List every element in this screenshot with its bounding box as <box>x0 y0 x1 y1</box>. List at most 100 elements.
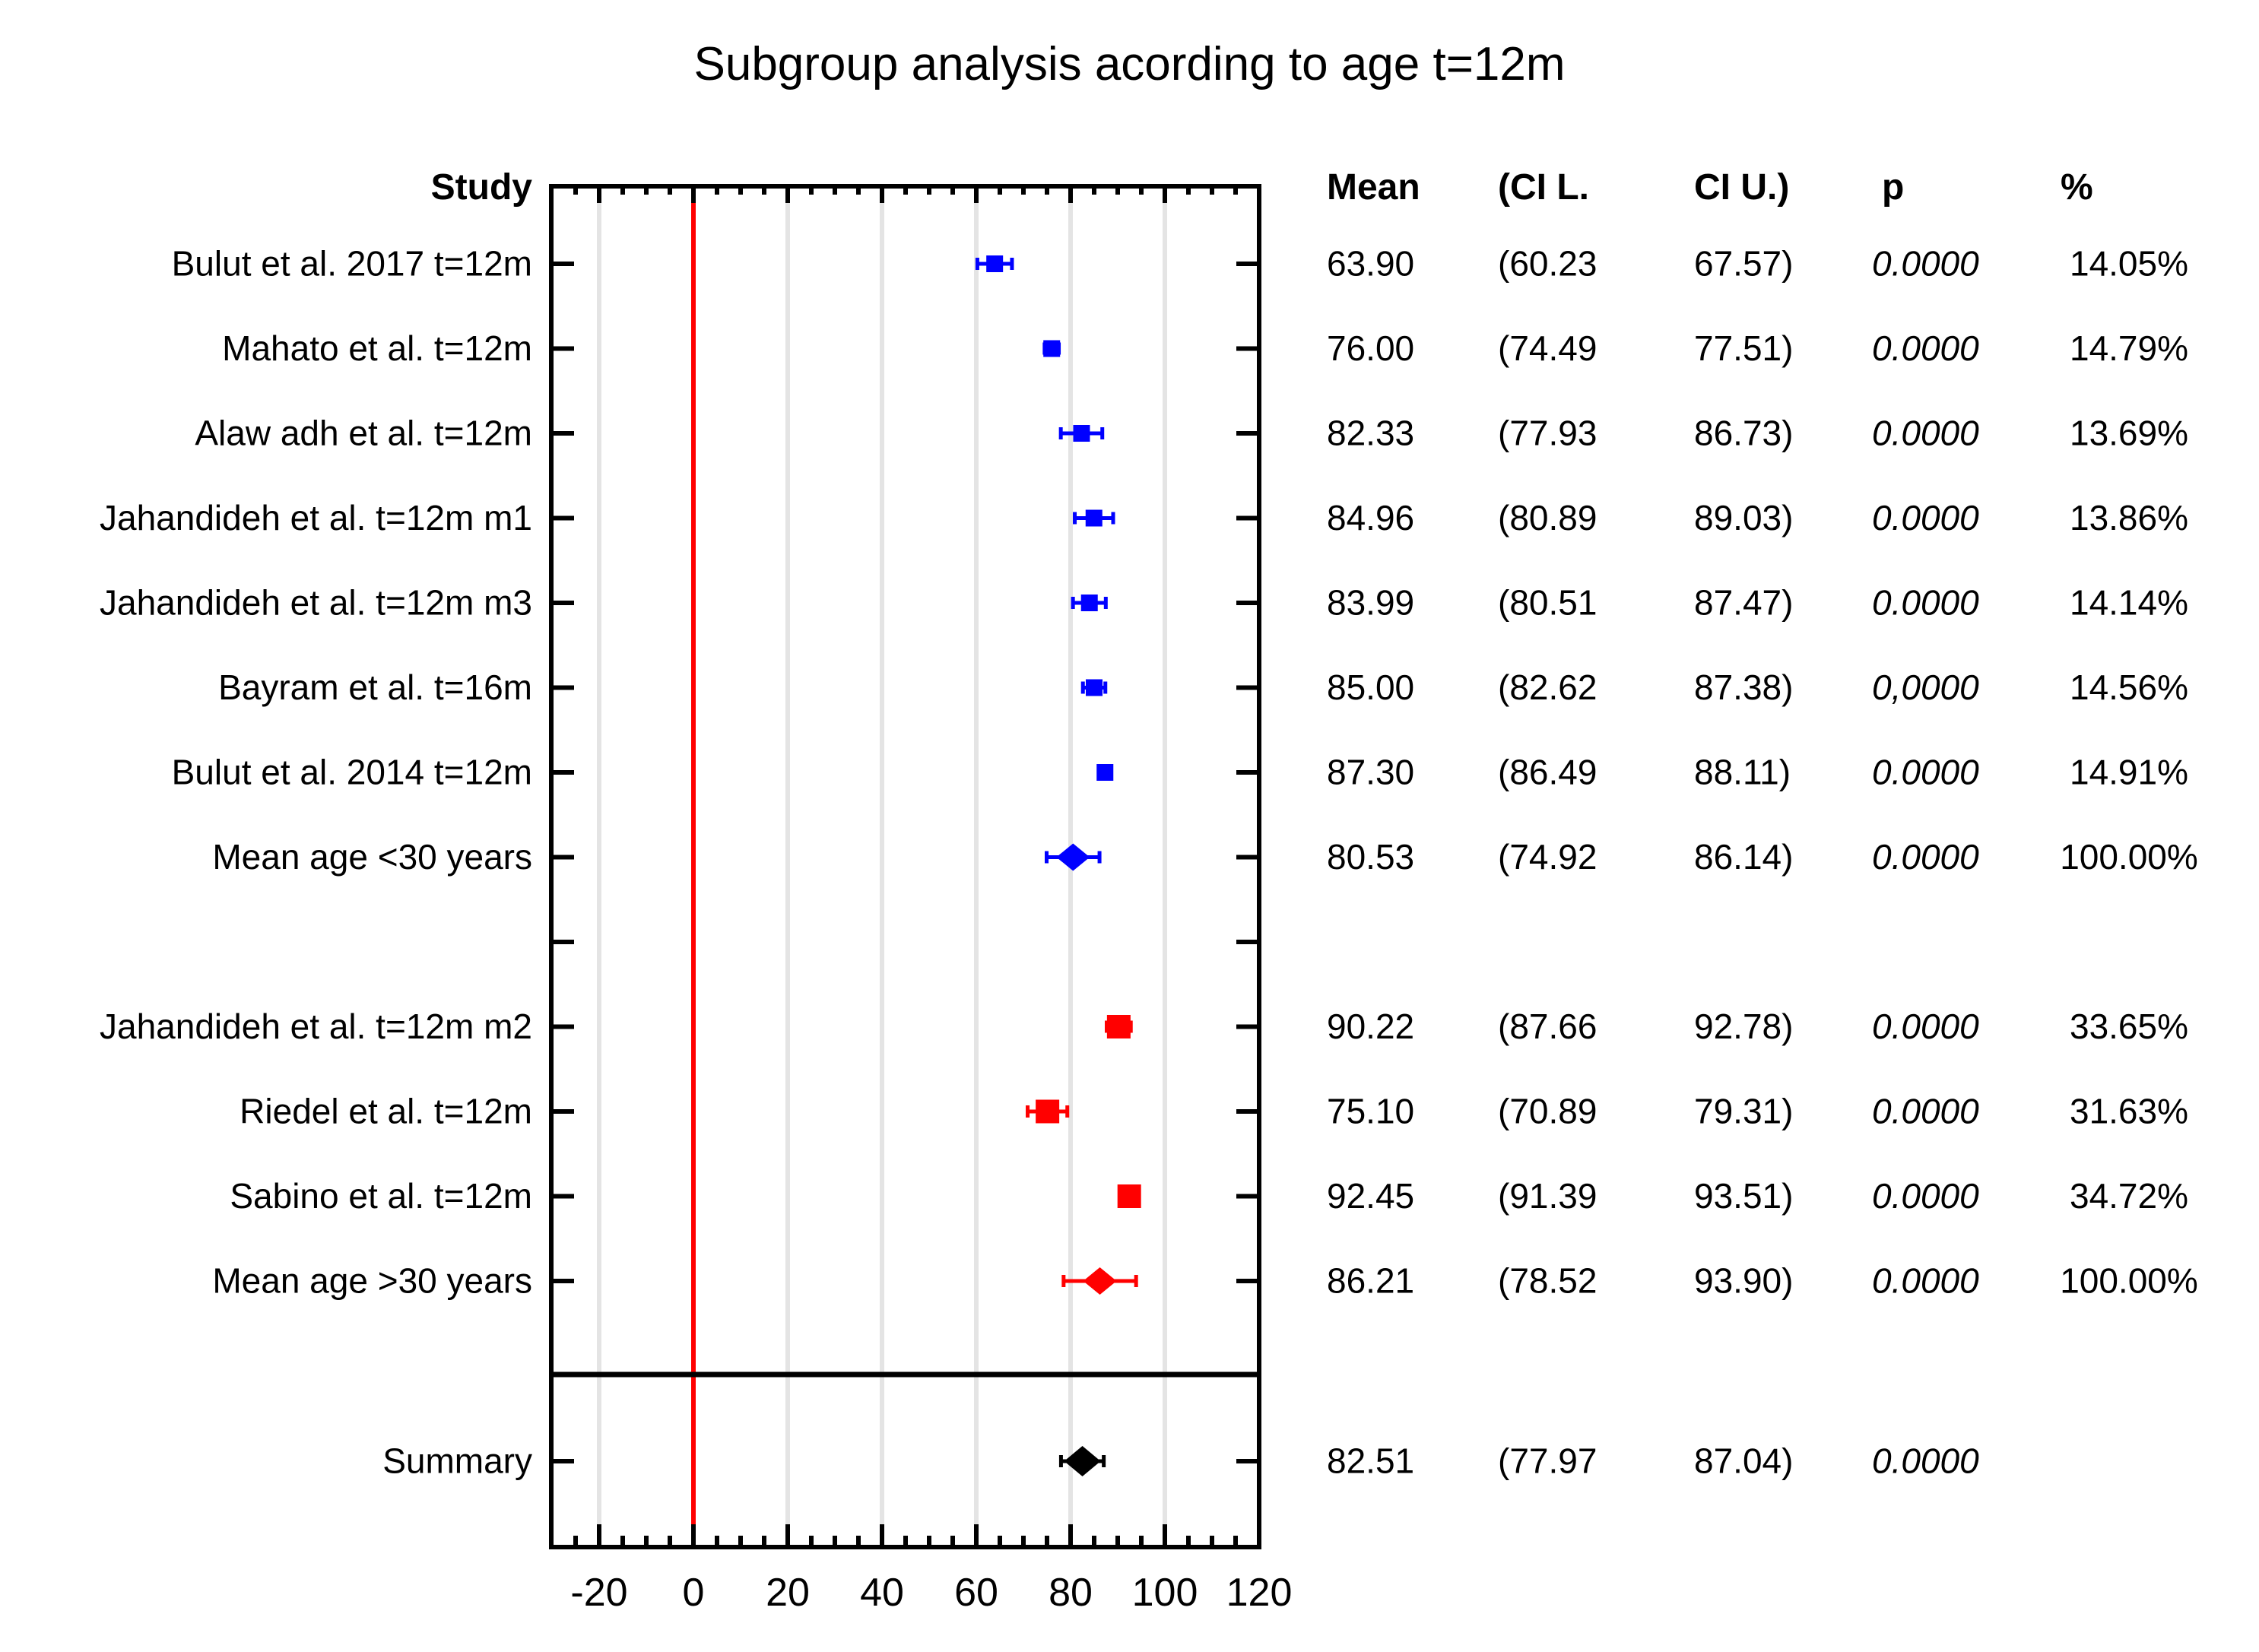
mean-value: 84.96 <box>1327 498 1414 537</box>
p-value: 0.0000 <box>1872 244 1979 284</box>
mean-value: 92.45 <box>1327 1176 1414 1216</box>
p-value: 0.0000 <box>1872 1441 1979 1481</box>
column-header-study: Study <box>430 167 532 208</box>
p-value: 0.0000 <box>1872 1092 1979 1131</box>
ci-lower-value: (82.62 <box>1498 667 1597 707</box>
mean-value: 82.33 <box>1327 414 1414 453</box>
weight-value: 34.72% <box>2070 1176 2188 1216</box>
ci-lower-value: (80.51 <box>1498 583 1597 623</box>
column-header-mean: Mean <box>1327 167 1420 208</box>
summary-diamond <box>1064 1446 1101 1476</box>
p-value: 0.0000 <box>1872 583 1979 623</box>
weight-value: 13.86% <box>2070 498 2188 537</box>
study-label: Sabino et al. t=12m <box>230 1176 532 1216</box>
ci-upper-value: 87.04) <box>1694 1441 1793 1481</box>
study-label: Riedel et al. t=12m <box>240 1092 532 1131</box>
mean-marker-square <box>1085 509 1103 527</box>
weight-value: 100.00% <box>2060 837 2198 877</box>
p-value: 0.0000 <box>1872 753 1979 792</box>
ci-lower-value: (60.23 <box>1498 244 1597 284</box>
mean-marker-square <box>1043 340 1061 357</box>
subtotal-diamond <box>1083 1267 1117 1295</box>
column-header-ci-upper: CI U.) <box>1694 167 1790 208</box>
study-label: Bulut et al. 2017 t=12m <box>172 244 532 284</box>
x-tick-label: 120 <box>1226 1571 1293 1615</box>
ci-lower-value: (91.39 <box>1498 1176 1597 1216</box>
study-label: Summary <box>382 1441 532 1481</box>
study-label: Bulut et al. 2014 t=12m <box>172 753 532 792</box>
ci-upper-value: 87.47) <box>1694 583 1793 623</box>
study-label: Mean age >30 years <box>212 1261 532 1301</box>
subtotal-diamond <box>1056 843 1090 871</box>
mean-value: 83.99 <box>1327 583 1414 623</box>
mean-value: 63.90 <box>1327 244 1414 284</box>
ci-upper-value: 92.78) <box>1694 1007 1793 1046</box>
mean-value: 90.22 <box>1327 1007 1414 1046</box>
ci-lower-value: (80.89 <box>1498 498 1597 537</box>
p-value: 0.0000 <box>1872 1261 1979 1301</box>
mean-marker-square <box>1106 1015 1131 1038</box>
ci-lower-value: (86.49 <box>1498 753 1597 792</box>
column-header-ci-lower: (CI L. <box>1498 167 1589 208</box>
weight-value: 14.05% <box>2070 244 2188 284</box>
x-tick-label: 80 <box>1049 1571 1093 1615</box>
p-value: 0.0000 <box>1872 414 1979 453</box>
ci-upper-value: 87.38) <box>1694 667 1793 707</box>
ci-upper-value: 67.57) <box>1694 244 1793 284</box>
ci-upper-value: 89.03) <box>1694 498 1793 537</box>
study-label: Mahato et al. t=12m <box>222 328 532 368</box>
weight-value: 14.91% <box>2070 753 2188 792</box>
weight-value: 13.69% <box>2070 414 2188 453</box>
ci-upper-value: 79.31) <box>1694 1092 1793 1131</box>
ci-upper-value: 86.73) <box>1694 414 1793 453</box>
mean-marker-square <box>1096 764 1114 781</box>
mean-marker-square <box>1080 595 1098 611</box>
p-value: 0.0000 <box>1872 328 1979 368</box>
p-value: 0.0000 <box>1872 837 1979 877</box>
column-header-weight: % <box>2061 167 2093 208</box>
mean-value: 87.30 <box>1327 753 1414 792</box>
study-label: Jahandideh et al. t=12m m2 <box>100 1007 532 1046</box>
mean-value: 76.00 <box>1327 328 1414 368</box>
x-tick-label: 0 <box>683 1571 705 1615</box>
mean-value: 86.21 <box>1327 1261 1414 1301</box>
x-tick-label: 100 <box>1132 1571 1198 1615</box>
study-label: Alaw adh et al. t=12m <box>195 414 532 453</box>
p-value: 0.0000 <box>1872 1176 1979 1216</box>
x-tick-label: 20 <box>766 1571 810 1615</box>
ci-lower-value: (87.66 <box>1498 1007 1597 1046</box>
p-value: 0.0000 <box>1872 1007 1979 1046</box>
mean-value: 85.00 <box>1327 667 1414 707</box>
weight-value: 100.00% <box>2060 1261 2198 1301</box>
mean-value: 80.53 <box>1327 837 1414 877</box>
mean-value: 82.51 <box>1327 1441 1414 1481</box>
mean-marker-square <box>986 255 1004 272</box>
study-label: Bayram et al. t=16m <box>218 667 532 707</box>
mean-value: 75.10 <box>1327 1092 1414 1131</box>
p-value: 0,0000 <box>1872 667 1979 707</box>
ci-lower-value: (77.97 <box>1498 1441 1597 1481</box>
mean-marker-square <box>1073 425 1090 442</box>
chart-title: Subgroup analysis acording to age t=12m <box>693 38 1566 90</box>
ci-upper-value: 77.51) <box>1694 328 1793 368</box>
plot-border <box>549 184 1261 1549</box>
study-label: Mean age <30 years <box>212 837 532 877</box>
ci-upper-value: 86.14) <box>1694 837 1793 877</box>
ci-lower-value: (74.92 <box>1498 837 1597 877</box>
p-value: 0.0000 <box>1872 498 1979 537</box>
weight-value: 14.14% <box>2070 583 2188 623</box>
weight-value: 14.56% <box>2070 667 2188 707</box>
ci-lower-value: (78.52 <box>1498 1261 1597 1301</box>
ci-lower-value: (70.89 <box>1498 1092 1597 1131</box>
column-header-p: p <box>1882 167 1905 208</box>
mean-marker-square <box>1036 1099 1060 1124</box>
weight-value: 33.65% <box>2070 1007 2188 1046</box>
x-tick-label: 60 <box>954 1571 998 1615</box>
x-tick-label: 40 <box>860 1571 904 1615</box>
mean-marker-square <box>1086 679 1103 696</box>
study-label: Jahandideh et al. t=12m m3 <box>100 583 532 623</box>
ci-upper-value: 93.51) <box>1694 1176 1793 1216</box>
